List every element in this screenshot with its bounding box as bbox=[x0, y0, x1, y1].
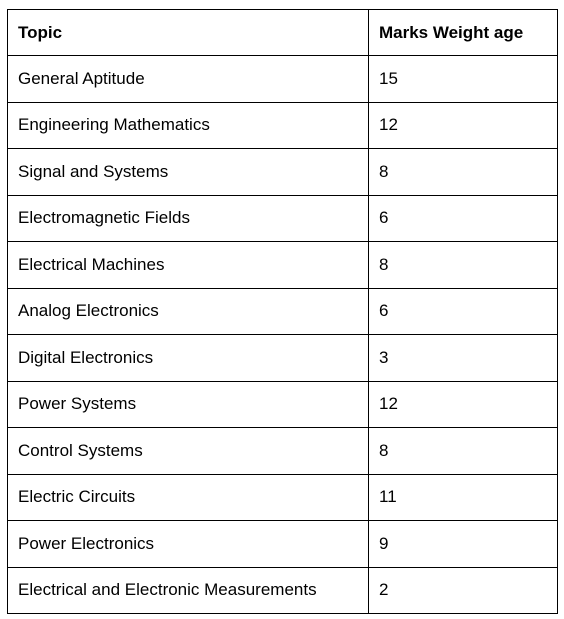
marks-cell: 8 bbox=[368, 241, 558, 289]
table-row: Power Electronics 9 bbox=[7, 520, 558, 568]
table-row: Control Systems 8 bbox=[7, 427, 558, 475]
marks-cell: 11 bbox=[368, 473, 558, 521]
marks-cell: 8 bbox=[368, 427, 558, 475]
table-row: Electrical Machines 8 bbox=[7, 241, 558, 289]
table-row: Electric Circuits 11 bbox=[7, 473, 558, 521]
table-header-row: Topic Marks Weight age bbox=[7, 9, 558, 56]
table-row: Signal and Systems 8 bbox=[7, 148, 558, 196]
topic-cell: Engineering Mathematics bbox=[7, 101, 369, 149]
table-row: Analog Electronics 6 bbox=[7, 287, 558, 335]
topic-cell: Electrical Machines bbox=[7, 241, 369, 289]
topic-cell: Electrical and Electronic Measurements bbox=[7, 566, 369, 614]
marks-cell: 15 bbox=[368, 55, 558, 103]
marks-cell: 6 bbox=[368, 194, 558, 242]
marks-cell: 12 bbox=[368, 101, 558, 149]
marks-table-container: Topic Marks Weight age General Aptitude … bbox=[7, 9, 558, 614]
column-header-topic: Topic bbox=[7, 9, 369, 56]
table-row: Digital Electronics 3 bbox=[7, 334, 558, 382]
table-row: Power Systems 12 bbox=[7, 380, 558, 428]
marks-cell: 9 bbox=[368, 520, 558, 568]
topic-cell: Digital Electronics bbox=[7, 334, 369, 382]
topic-cell: Electric Circuits bbox=[7, 473, 369, 521]
marks-cell: 8 bbox=[368, 148, 558, 196]
topic-cell: Control Systems bbox=[7, 427, 369, 475]
topic-cell: Electromagnetic Fields bbox=[7, 194, 369, 242]
table-row: Electromagnetic Fields 6 bbox=[7, 194, 558, 242]
marks-cell: 2 bbox=[368, 566, 558, 614]
topic-cell: Power Electronics bbox=[7, 520, 369, 568]
table-row: General Aptitude 15 bbox=[7, 55, 558, 103]
marks-weightage-table: Topic Marks Weight age General Aptitude … bbox=[7, 9, 558, 614]
table-row: Electrical and Electronic Measurements 2 bbox=[7, 566, 558, 614]
topic-cell: Signal and Systems bbox=[7, 148, 369, 196]
marks-cell: 3 bbox=[368, 334, 558, 382]
table-row: Engineering Mathematics 12 bbox=[7, 101, 558, 149]
marks-cell: 6 bbox=[368, 287, 558, 335]
marks-cell: 12 bbox=[368, 380, 558, 428]
topic-cell: General Aptitude bbox=[7, 55, 369, 103]
column-header-marks: Marks Weight age bbox=[368, 9, 558, 56]
topic-cell: Power Systems bbox=[7, 380, 369, 428]
topic-cell: Analog Electronics bbox=[7, 287, 369, 335]
